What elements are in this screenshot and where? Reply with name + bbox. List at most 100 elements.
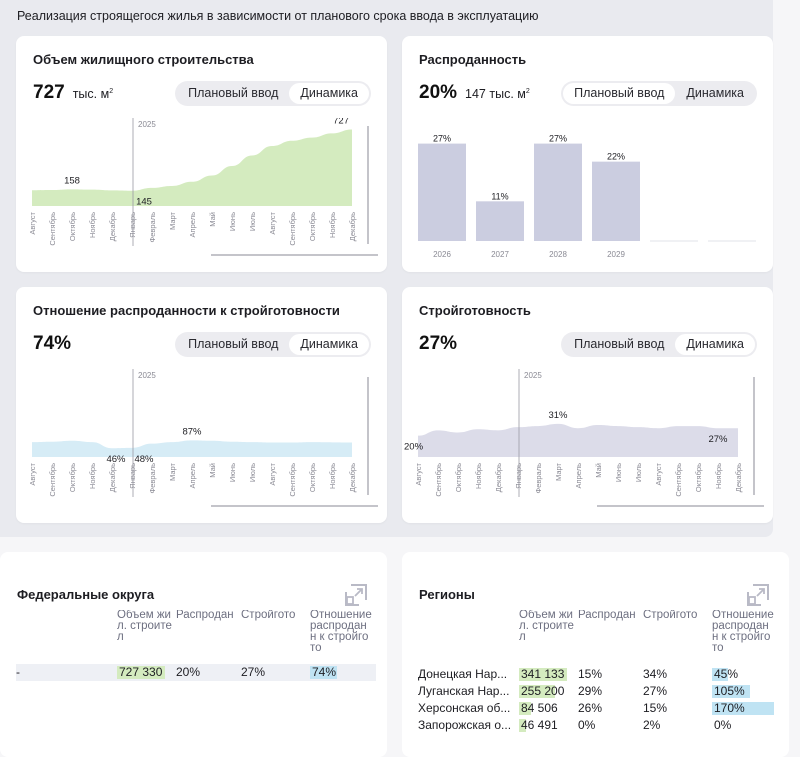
x-tick-label: Январь xyxy=(514,463,523,489)
x-tick-label: Сентябрь xyxy=(288,212,297,246)
view-toggle: Плановый ввод Динамика xyxy=(175,81,371,106)
data-bar xyxy=(712,685,751,698)
x-tick-label: Декабрь xyxy=(348,463,357,492)
regions-card: Регионы Объем жил. строител Распродан Стро… xyxy=(402,552,789,757)
ratio-chart: 2025 Август Сентябрь Октябрь Ноябрь Декабрь Ян… xyxy=(16,369,387,519)
card-ratio: Отношение распроданности к стройготовнос… xyxy=(16,287,387,523)
row-name: - xyxy=(16,665,20,679)
year-marker-label: 2025 xyxy=(524,371,542,380)
x-tick-label: Апрель xyxy=(574,463,583,489)
x-tick-label: Май xyxy=(208,212,217,227)
x-tick-label: Февраль xyxy=(148,463,157,494)
table-row[interactable]: - 727 330 20% 27% 74% xyxy=(16,664,376,681)
data-bar xyxy=(117,666,165,679)
toggle-dynamics[interactable]: Динамика xyxy=(289,83,369,104)
x-tick-label: Март xyxy=(554,462,563,481)
readiness-chart: 2025 Август Сентябрь Октябрь Ноябрь Декабрь Ян… xyxy=(402,369,773,519)
x-tick-label: Сентябрь xyxy=(288,463,297,497)
readiness-cell: 15% xyxy=(643,701,668,715)
table-row[interactable]: Луганская Нар... 255 200 29% 27% 105% xyxy=(418,683,778,700)
x-tick-label: Март xyxy=(168,211,177,230)
x-tick-label: Июль xyxy=(248,463,257,482)
data-bar xyxy=(712,668,729,681)
card-volume: Объем жилищного строительства 727 тыс. м… xyxy=(16,36,387,272)
ratio-cell: 170% xyxy=(712,700,778,717)
x-tick-label: Ноябрь xyxy=(328,212,337,238)
column-header[interactable]: Объем жил. строител xyxy=(117,610,172,643)
card-title: Объем жилищного строительства xyxy=(33,52,254,67)
regions-title: Регионы xyxy=(419,587,475,602)
year-marker-label: 2025 xyxy=(138,371,156,380)
x-tick-label: 2027 xyxy=(491,250,509,259)
bar-label: 27% xyxy=(433,134,451,144)
x-tick-label: Май xyxy=(594,463,603,478)
x-tick-label: Ноябрь xyxy=(714,463,723,489)
view-toggle: Плановый ввод Динамика xyxy=(561,81,757,106)
toggle-plan[interactable]: Плановый ввод xyxy=(563,83,676,104)
federal-districts-card: Федеральные округа Объем жил. строител Ра… xyxy=(0,552,387,757)
x-tick-label: Август xyxy=(654,462,663,485)
column-header[interactable]: Стройгото xyxy=(241,610,296,621)
toggle-dynamics[interactable]: Динамика xyxy=(686,86,744,100)
column-header[interactable]: Объем жил. строител xyxy=(519,610,574,643)
view-toggle: Плановый ввод Динамика xyxy=(175,332,371,357)
x-tick-label: Сентябрь xyxy=(434,463,443,497)
x-tick-label: Август xyxy=(28,211,37,234)
column-header[interactable]: Стройгото xyxy=(643,610,698,621)
x-tick-label: 2029 xyxy=(607,250,625,259)
column-header[interactable]: Отношение распроданн к стройгото xyxy=(712,610,774,654)
data-bar xyxy=(519,668,567,681)
x-tick-label: Октябрь xyxy=(308,463,317,492)
toggle-plan[interactable]: Плановый ввод xyxy=(574,337,665,351)
card-title: Стройготовность xyxy=(419,303,531,318)
sales-cell: 26% xyxy=(578,701,603,715)
x-tick-label: Апрель xyxy=(188,212,197,238)
toggle-plan[interactable]: Плановый ввод xyxy=(188,337,279,351)
x-tick-label: Июль xyxy=(634,463,643,482)
column-header[interactable] xyxy=(418,610,519,656)
sales-cell: 15% xyxy=(578,667,603,681)
x-tick-label: Ноябрь xyxy=(474,463,483,489)
table-row[interactable]: Запорожская о... 46 491 0% 2% 0% xyxy=(418,717,778,734)
view-toggle: Плановый ввод Динамика xyxy=(561,332,757,357)
x-tick-label: Ноябрь xyxy=(88,463,97,489)
ratio-cell: 45% xyxy=(712,667,739,681)
data-bar xyxy=(519,702,531,715)
card-sales: Распроданность 20% 147 тыс. м2 Плановый … xyxy=(402,36,773,272)
data-label: 31% xyxy=(548,410,568,421)
regions-table: Объем жил. строител Распродан Стройгото Отн… xyxy=(418,610,778,734)
volume-chart: 2025 Август Сентябрь Октябрь Ноябрь Декабрь Ян… xyxy=(16,118,387,268)
x-tick-label: Декабрь xyxy=(494,463,503,492)
table-row[interactable]: Херсонская об... 84 506 26% 15% 170% xyxy=(418,700,778,717)
x-tick-label: Октябрь xyxy=(308,212,317,241)
x-tick-label: Октябрь xyxy=(68,463,77,492)
column-header[interactable]: Распродан xyxy=(176,610,234,621)
x-tick-label: Декабрь xyxy=(348,212,357,241)
federal-districts-table: Объем жил. строител Распродан Стройгото Отн… xyxy=(16,610,376,681)
column-header[interactable]: Отношение распроданн к стройгото xyxy=(310,610,372,654)
ratio-cell: 0% xyxy=(714,718,732,732)
expand-icon[interactable] xyxy=(344,583,368,607)
kpi: 20% 147 тыс. м2 xyxy=(419,82,530,104)
x-tick-label: Июнь xyxy=(228,212,237,231)
data-bar xyxy=(310,666,337,679)
data-bar xyxy=(519,719,526,732)
card-title: Отношение распроданности к стройготовнос… xyxy=(33,303,340,318)
area-series xyxy=(32,129,352,206)
dashboard-panel: Реализация строящегося жилья в зависимос… xyxy=(0,0,773,537)
column-header[interactable]: Распродан xyxy=(578,610,636,621)
toggle-dynamics[interactable]: Динамика xyxy=(675,334,755,355)
toggle-plan[interactable]: Плановый ввод xyxy=(188,86,279,100)
volume-cell: 341 133 xyxy=(519,666,578,683)
card-title: Распроданность xyxy=(419,52,527,67)
x-tick-label: Июнь xyxy=(614,463,623,482)
expand-icon[interactable] xyxy=(746,583,770,607)
x-tick-label: Август xyxy=(28,462,37,485)
year-marker-label: 2025 xyxy=(138,120,156,129)
toggle-dynamics[interactable]: Динамика xyxy=(289,334,369,355)
table-row[interactable]: Донецкая Нар... 341 133 15% 34% 45% xyxy=(418,666,778,683)
column-header[interactable] xyxy=(16,610,117,656)
bar xyxy=(592,161,640,241)
kpi-unit: тыс. м2 xyxy=(72,87,114,101)
sales-cell: 0% xyxy=(578,718,596,732)
